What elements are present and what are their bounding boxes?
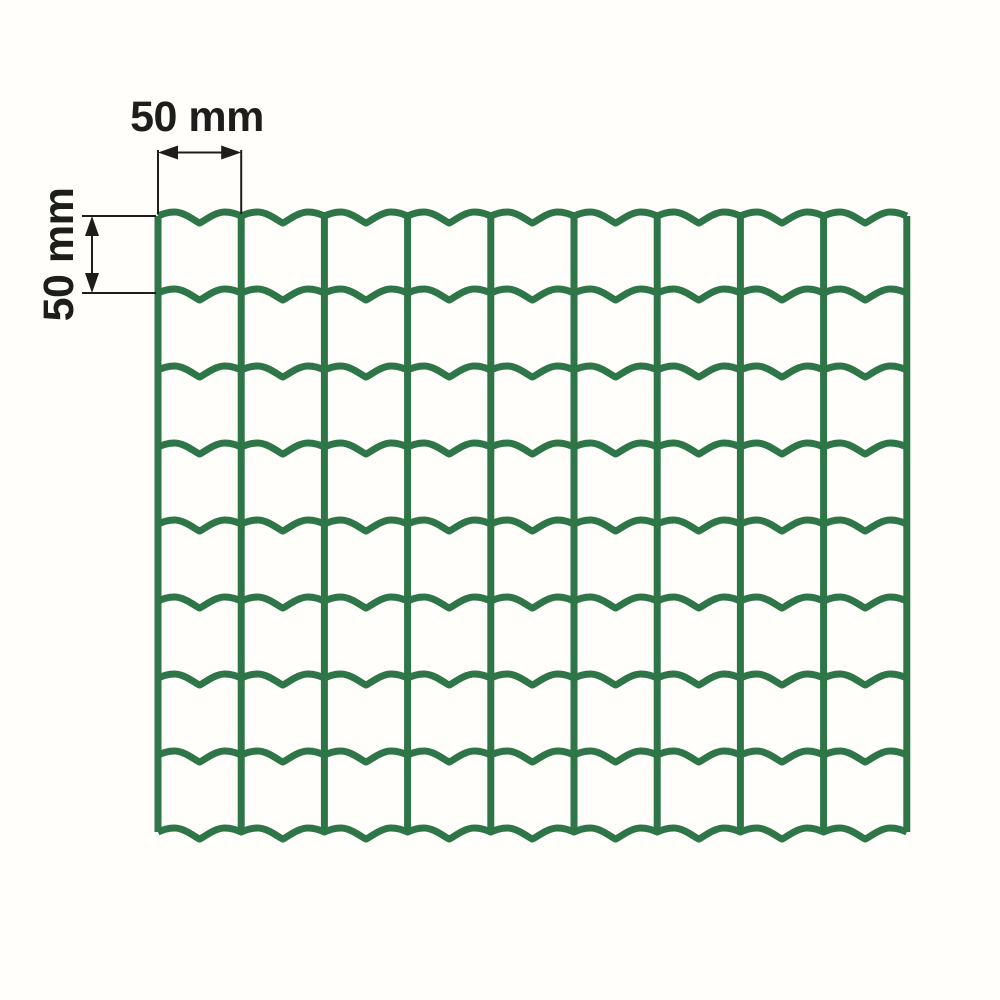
horizontal-wavy-wire	[156, 285, 909, 304]
dimension-vertical-label: 50 mm	[35, 188, 83, 322]
dimension-horizontal: 50 mm	[130, 93, 264, 214]
horizontal-wavy-wire	[156, 439, 909, 458]
horizontal-wavy-wire	[156, 747, 909, 766]
dimension-horizontal-arrowheads	[158, 145, 242, 160]
horizontal-wavy-wire	[156, 593, 909, 612]
horizontal-wavy-wire	[156, 362, 909, 381]
horizontal-wavy-wire	[156, 670, 909, 689]
dimension-horizontal-label: 50 mm	[130, 93, 264, 141]
dimension-horizontal-lines	[157, 150, 243, 214]
dimension-vertical-arrowheads	[85, 216, 99, 293]
dimension-vertical-lines	[82, 215, 156, 294]
horizontal-wavy-wire	[156, 516, 909, 535]
horizontal-wavy-wire	[156, 824, 909, 843]
dimension-vertical: 50 mm	[35, 188, 156, 322]
horizontal-wavy-wire	[156, 208, 909, 227]
mesh-grid	[154, 208, 911, 843]
